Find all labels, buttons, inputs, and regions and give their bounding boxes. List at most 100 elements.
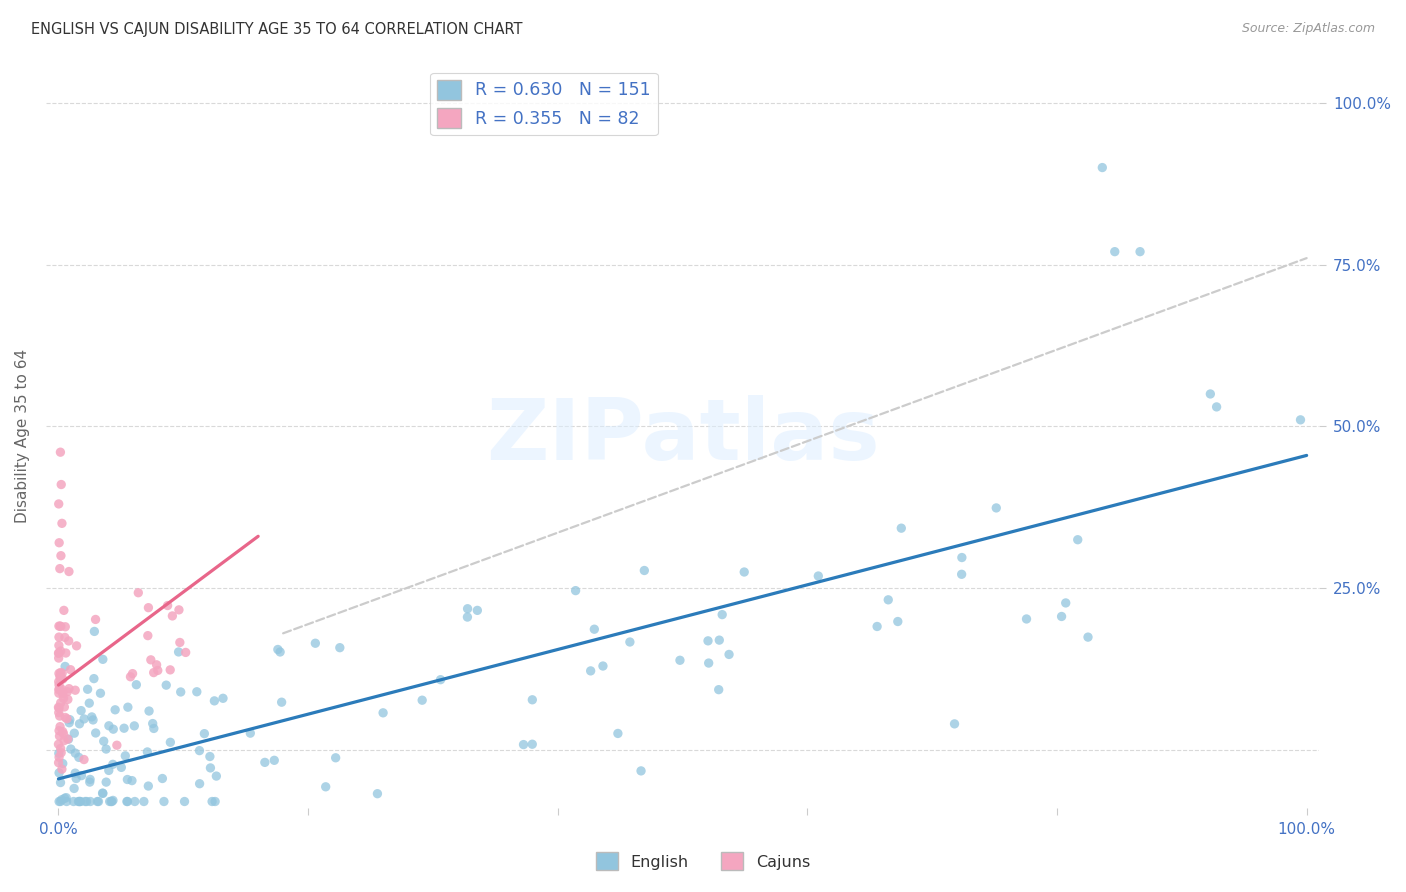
- Text: ZIPatlas: ZIPatlas: [485, 394, 879, 477]
- Point: [124, 795, 146, 809]
- Point: [877, 592, 900, 607]
- Point: [188, 777, 211, 791]
- Point: [67, 795, 90, 809]
- Point: [156, 599, 179, 613]
- Point: [49, 696, 72, 710]
- Point: [112, 721, 135, 735]
- Point: [89, 686, 111, 700]
- Point: [62, 795, 84, 809]
- Point: [48, 497, 70, 511]
- Point: [169, 635, 191, 649]
- Point: [48, 681, 70, 696]
- Point: [49, 549, 72, 563]
- Point: [711, 607, 734, 622]
- Point: [174, 645, 197, 659]
- Point: [49, 720, 72, 734]
- Point: [76, 795, 98, 809]
- Point: [59, 663, 82, 677]
- Point: [201, 795, 224, 809]
- Point: [136, 779, 159, 793]
- Point: [188, 744, 211, 758]
- Point: [56, 692, 79, 706]
- Point: [103, 722, 125, 736]
- Point: [63, 781, 86, 796]
- Point: [887, 615, 910, 629]
- Point: [51, 793, 73, 807]
- Point: [1129, 244, 1152, 259]
- Point: [48, 701, 70, 715]
- Point: [48, 729, 70, 743]
- Point: [943, 717, 966, 731]
- Point: [48, 737, 70, 751]
- Point: [75, 795, 97, 809]
- Point: [56, 712, 79, 726]
- Point: [173, 795, 195, 809]
- Point: [65, 683, 87, 698]
- Point: [325, 751, 347, 765]
- Point: [583, 622, 606, 636]
- Point: [263, 753, 285, 767]
- Point: [807, 569, 830, 583]
- Point: [101, 793, 124, 807]
- Point: [100, 795, 122, 809]
- Point: [49, 795, 72, 809]
- Point: [58, 681, 80, 696]
- Point: [1050, 609, 1073, 624]
- Point: [52, 687, 75, 701]
- Point: [48, 639, 70, 653]
- Point: [117, 700, 139, 714]
- Point: [93, 734, 115, 748]
- Point: [167, 645, 190, 659]
- Point: [162, 609, 184, 624]
- Point: [1199, 387, 1222, 401]
- Point: [697, 633, 720, 648]
- Point: [91, 786, 114, 800]
- Point: [1104, 244, 1126, 259]
- Point: [718, 648, 741, 662]
- Point: [329, 640, 352, 655]
- Point: [51, 762, 73, 776]
- Point: [138, 600, 160, 615]
- Point: [52, 672, 75, 686]
- Point: [1289, 413, 1312, 427]
- Point: [142, 722, 165, 736]
- Point: [49, 619, 72, 633]
- Point: [267, 642, 290, 657]
- Point: [101, 757, 124, 772]
- Point: [1205, 400, 1227, 414]
- Point: [456, 610, 478, 624]
- Point: [55, 646, 77, 660]
- Point: [67, 750, 90, 764]
- Point: [48, 686, 70, 700]
- Point: [429, 673, 451, 687]
- Point: [48, 765, 70, 780]
- Point: [48, 666, 70, 681]
- Point: [48, 646, 70, 660]
- Point: [146, 664, 169, 678]
- Point: [53, 659, 76, 673]
- Point: [52, 603, 75, 617]
- Point: [48, 706, 70, 720]
- Point: [1067, 533, 1090, 547]
- Point: [91, 652, 114, 666]
- Point: [49, 445, 72, 459]
- Point: [82, 713, 104, 727]
- Point: [48, 630, 70, 644]
- Point: [79, 772, 101, 787]
- Point: [253, 756, 276, 770]
- Point: [76, 682, 98, 697]
- Text: Source: ZipAtlas.com: Source: ZipAtlas.com: [1241, 22, 1375, 36]
- Point: [105, 738, 128, 752]
- Point: [304, 636, 326, 650]
- Point: [167, 603, 190, 617]
- Point: [371, 706, 394, 720]
- Point: [48, 750, 70, 764]
- Point: [950, 567, 973, 582]
- Point: [114, 748, 136, 763]
- Point: [110, 760, 132, 774]
- Point: [579, 664, 602, 678]
- Point: [606, 726, 628, 740]
- Point: [138, 704, 160, 718]
- Point: [58, 732, 80, 747]
- Point: [97, 719, 120, 733]
